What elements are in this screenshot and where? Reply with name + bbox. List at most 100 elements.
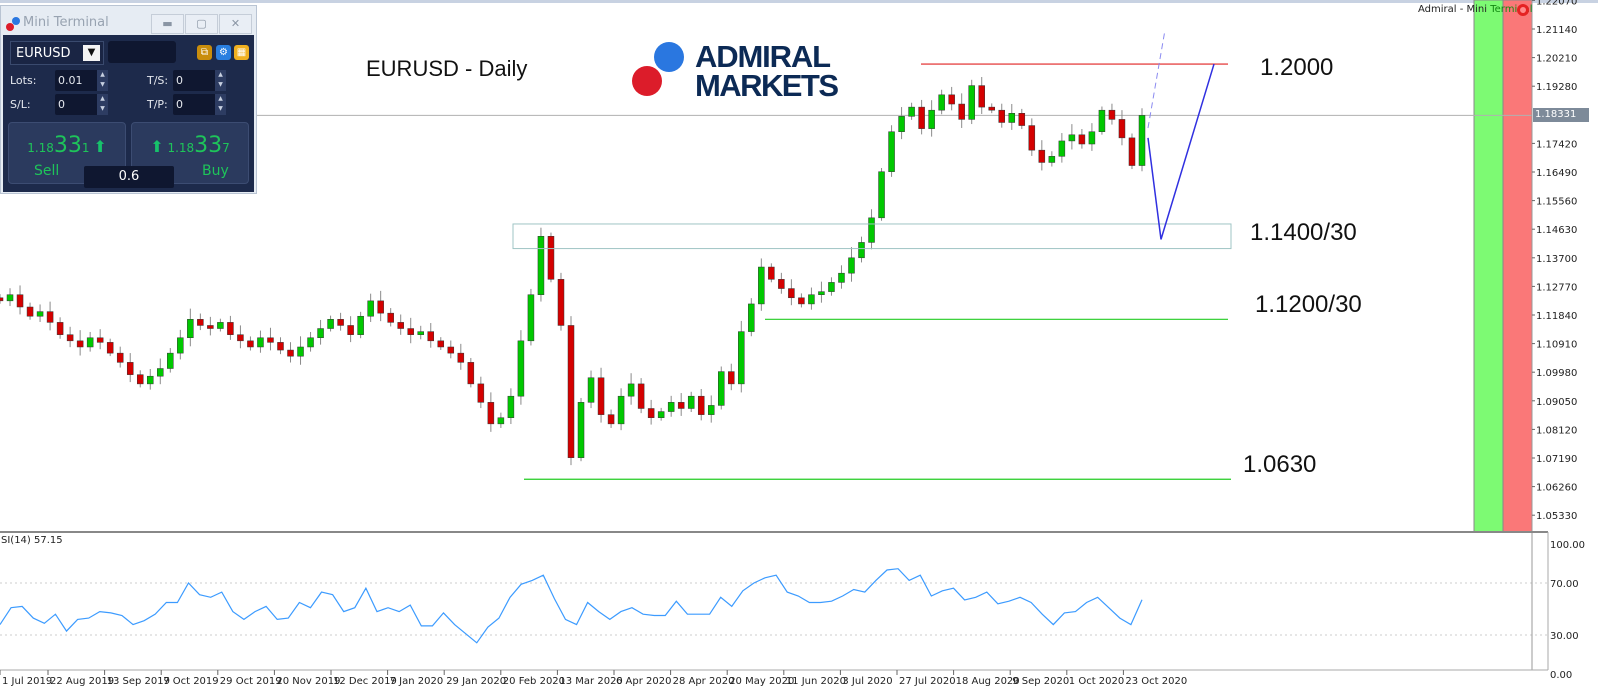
bullish-candle <box>327 319 334 329</box>
tp-stepper[interactable]: ▲ ▼ <box>215 94 226 115</box>
time-tick-label: 18 Aug 2020 <box>956 676 1020 687</box>
admiral-markets-logo: ADMIRAL MARKETS <box>632 39 839 103</box>
time-tick-label: 29 Oct 2019 <box>220 676 282 687</box>
ts-input[interactable]: 0 <box>173 70 215 91</box>
time-tick-label: 27 Jul 2020 <box>899 676 956 687</box>
rsi-tick-label: 100.00 <box>1550 540 1585 551</box>
bearish-candle <box>567 325 575 458</box>
price-tick-label: 1.21140 <box>1536 25 1577 36</box>
link-icon[interactable]: ⧉ <box>197 45 212 60</box>
price-tick-label: 1.09050 <box>1536 397 1577 408</box>
bullish-candle <box>758 266 765 305</box>
bearish-candle <box>697 395 705 415</box>
bearish-candle <box>988 106 995 111</box>
time-tick-label: 7 Jan 2020 <box>390 676 444 687</box>
bullish-candle <box>307 337 314 348</box>
mini-terminal-body: EURUSD ▼ ⧉ ⚙ ▦ Lots: 0.01 ▲ ▼ T/S: 0 ▲ ▼ S/… <box>3 35 254 192</box>
bearish-candle <box>467 362 475 385</box>
bearish-candle <box>1108 109 1116 120</box>
bearish-candle <box>136 374 144 385</box>
buy-price: ⬆ 1.18337 <box>150 133 230 158</box>
rsi-tick-label: 30.00 <box>1550 631 1579 642</box>
bullish-candle <box>848 257 855 274</box>
ts-stepper[interactable]: ▲ ▼ <box>215 70 226 91</box>
sl-stepper[interactable]: ▲ ▼ <box>97 94 108 115</box>
lots-input[interactable]: 0.01 <box>55 70 97 91</box>
price-tick-label: 1.09980 <box>1536 368 1577 379</box>
price-tick-label: 1.14630 <box>1536 225 1577 236</box>
bullish-candle <box>417 331 424 335</box>
bullish-candle <box>36 311 44 317</box>
bearish-candle <box>597 377 605 415</box>
bearish-candle <box>197 319 204 326</box>
bullish-candle <box>718 371 725 406</box>
level-label-1-0630: 1.0630 <box>1243 451 1316 478</box>
time-tick-label: 6 Apr 2020 <box>616 676 671 687</box>
mini-terminal-titlebar[interactable]: Mini Terminal ▬ ▢ ✕ <box>1 6 256 34</box>
bullish-candle <box>1098 109 1106 132</box>
bearish-candle <box>347 325 354 335</box>
bearish-candle <box>387 312 394 323</box>
level-label-1-1400: 1.1400/30 <box>1250 219 1357 246</box>
time-tick-label: 9 Sep 2020 <box>1012 676 1069 687</box>
bearish-candle <box>447 346 455 354</box>
price-tick-label: 1.05330 <box>1536 511 1577 522</box>
bullish-candle <box>908 106 915 117</box>
bullish-candle <box>527 294 535 342</box>
bearish-candle <box>457 352 465 363</box>
bullish-candle <box>517 340 525 397</box>
overlay-label: Admiral - Mini Terminal <box>1418 4 1532 15</box>
lots-stepper[interactable]: ▲ ▼ <box>97 70 108 91</box>
arrow-up-icon: ⬆ <box>93 137 107 156</box>
bullish-candle <box>317 328 324 339</box>
sl-input[interactable]: 0 <box>55 94 97 115</box>
sell-price: 1.18331 ⬆ <box>27 133 107 158</box>
bearish-candle <box>607 414 615 425</box>
price-tick-label: 1.15560 <box>1536 197 1577 208</box>
price-tick-label: 1.17420 <box>1536 139 1577 150</box>
bearish-candle <box>1018 113 1026 126</box>
bullish-candle <box>217 322 224 329</box>
bearish-candle <box>1038 149 1046 163</box>
sell-pressure-bar <box>1502 0 1533 533</box>
bearish-candle <box>547 236 555 280</box>
bearish-candle <box>768 266 775 280</box>
chevron-down-icon: ▼ <box>83 45 100 61</box>
minimize-icon: ▬ <box>162 17 173 30</box>
symbol-select[interactable]: EURUSD ▼ <box>10 41 104 65</box>
tp-input[interactable]: 0 <box>173 94 215 115</box>
close-icon: ✕ <box>230 17 241 30</box>
bullish-candle <box>297 346 304 357</box>
bullish-candle <box>968 85 975 120</box>
support-zone <box>512 223 1232 250</box>
bearish-candle <box>918 106 925 129</box>
logo-red-dot <box>632 66 662 96</box>
bearish-candle <box>637 383 645 409</box>
price-tick-label: 1.16490 <box>1536 168 1577 179</box>
time-tick-label: 23 Oct 2020 <box>1125 676 1187 687</box>
buy-button[interactable]: ⬆ 1.18337 Buy <box>131 122 249 184</box>
price-tick-label: 1.19280 <box>1536 82 1577 93</box>
logo-text-line1: ADMIRAL <box>695 39 831 74</box>
bearish-candle <box>477 383 485 403</box>
time-tick-label: 22 Aug 2019 <box>50 676 114 687</box>
bullish-candle <box>367 300 374 317</box>
minimize-button[interactable]: ▬ <box>151 14 184 34</box>
grid-icon[interactable]: ▦ <box>234 45 249 60</box>
bullish-candle <box>878 171 885 219</box>
restore-button[interactable]: ▢ <box>185 14 218 34</box>
bearish-candle <box>46 311 54 323</box>
info-field <box>108 41 176 63</box>
status-record-icon[interactable] <box>1515 2 1531 18</box>
rsi-tick-label: 0.00 <box>1550 670 1572 681</box>
logo-blue-dot <box>654 42 684 72</box>
bullish-candle <box>748 303 755 332</box>
bearish-candle <box>728 371 735 385</box>
close-button[interactable]: ✕ <box>219 14 252 34</box>
bearish-candle <box>16 294 24 308</box>
bearish-candle <box>116 352 124 363</box>
price-tick-label: 1.10910 <box>1536 340 1577 351</box>
gear-icon[interactable]: ⚙ <box>216 45 231 60</box>
bearish-candle <box>1118 119 1126 139</box>
